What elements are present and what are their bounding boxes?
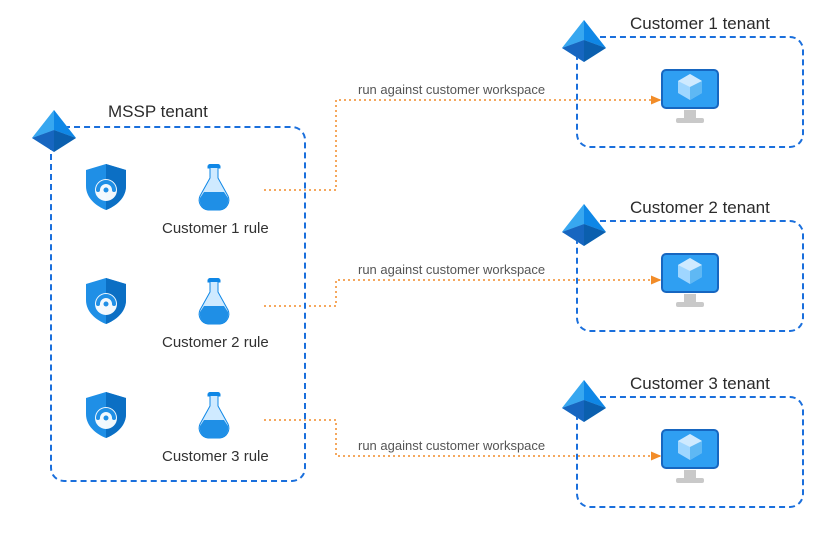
- flask-icon: [190, 388, 238, 442]
- pyramid-icon: [560, 378, 608, 426]
- edge-label: run against customer workspace: [358, 82, 545, 97]
- flask-icon: [190, 274, 238, 328]
- tenant-title: Customer 1 tenant: [630, 14, 770, 34]
- mssp-title: MSSP tenant: [108, 102, 208, 122]
- shield-icon: [82, 274, 130, 328]
- pyramid-icon: [30, 108, 78, 156]
- rule-label: Customer 1 rule: [162, 220, 269, 237]
- flask-icon: [190, 160, 238, 214]
- shield-icon: [82, 160, 130, 214]
- monitor-icon: [656, 248, 724, 310]
- tenant-title: Customer 3 tenant: [630, 374, 770, 394]
- pyramid-icon: [560, 202, 608, 250]
- shield-icon: [82, 388, 130, 442]
- rule-label: Customer 3 rule: [162, 448, 269, 465]
- rule-label: Customer 2 rule: [162, 334, 269, 351]
- edge-label: run against customer workspace: [358, 262, 545, 277]
- edge-label: run against customer workspace: [358, 438, 545, 453]
- tenant-title: Customer 2 tenant: [630, 198, 770, 218]
- monitor-icon: [656, 64, 724, 126]
- monitor-icon: [656, 424, 724, 486]
- pyramid-icon: [560, 18, 608, 66]
